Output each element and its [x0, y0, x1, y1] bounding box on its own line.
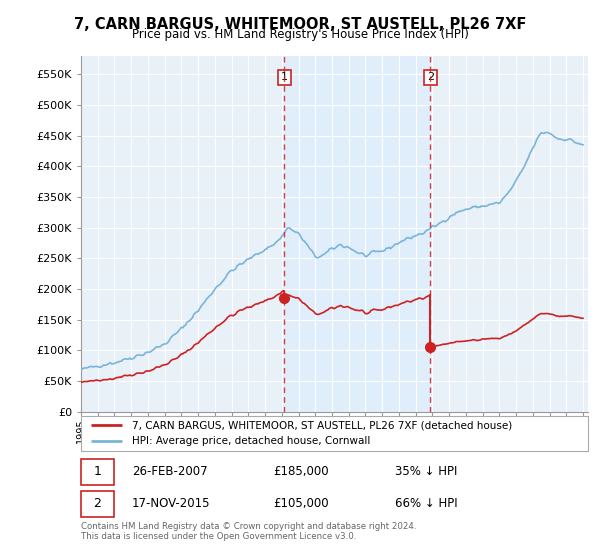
Text: 35% ↓ HPI: 35% ↓ HPI: [395, 465, 458, 478]
Text: 2: 2: [427, 72, 434, 82]
Text: 17-NOV-2015: 17-NOV-2015: [132, 497, 210, 510]
FancyBboxPatch shape: [81, 459, 114, 484]
Text: £185,000: £185,000: [274, 465, 329, 478]
Text: Price paid vs. HM Land Registry's House Price Index (HPI): Price paid vs. HM Land Registry's House …: [131, 28, 469, 41]
FancyBboxPatch shape: [81, 416, 588, 451]
FancyBboxPatch shape: [81, 491, 114, 517]
Text: 7, CARN BARGUS, WHITEMOOR, ST AUSTELL, PL26 7XF: 7, CARN BARGUS, WHITEMOOR, ST AUSTELL, P…: [74, 17, 526, 32]
Text: 1: 1: [94, 465, 101, 478]
Text: Contains HM Land Registry data © Crown copyright and database right 2024.
This d: Contains HM Land Registry data © Crown c…: [81, 522, 416, 542]
Text: 26-FEB-2007: 26-FEB-2007: [132, 465, 208, 478]
Text: 1: 1: [281, 72, 288, 82]
Text: HPI: Average price, detached house, Cornwall: HPI: Average price, detached house, Corn…: [132, 436, 370, 446]
Text: £105,000: £105,000: [274, 497, 329, 510]
Text: 7, CARN BARGUS, WHITEMOOR, ST AUSTELL, PL26 7XF (detached house): 7, CARN BARGUS, WHITEMOOR, ST AUSTELL, P…: [132, 421, 512, 431]
Bar: [284, 56, 430, 412]
Text: 66% ↓ HPI: 66% ↓ HPI: [395, 497, 458, 510]
Text: 2: 2: [94, 497, 101, 510]
